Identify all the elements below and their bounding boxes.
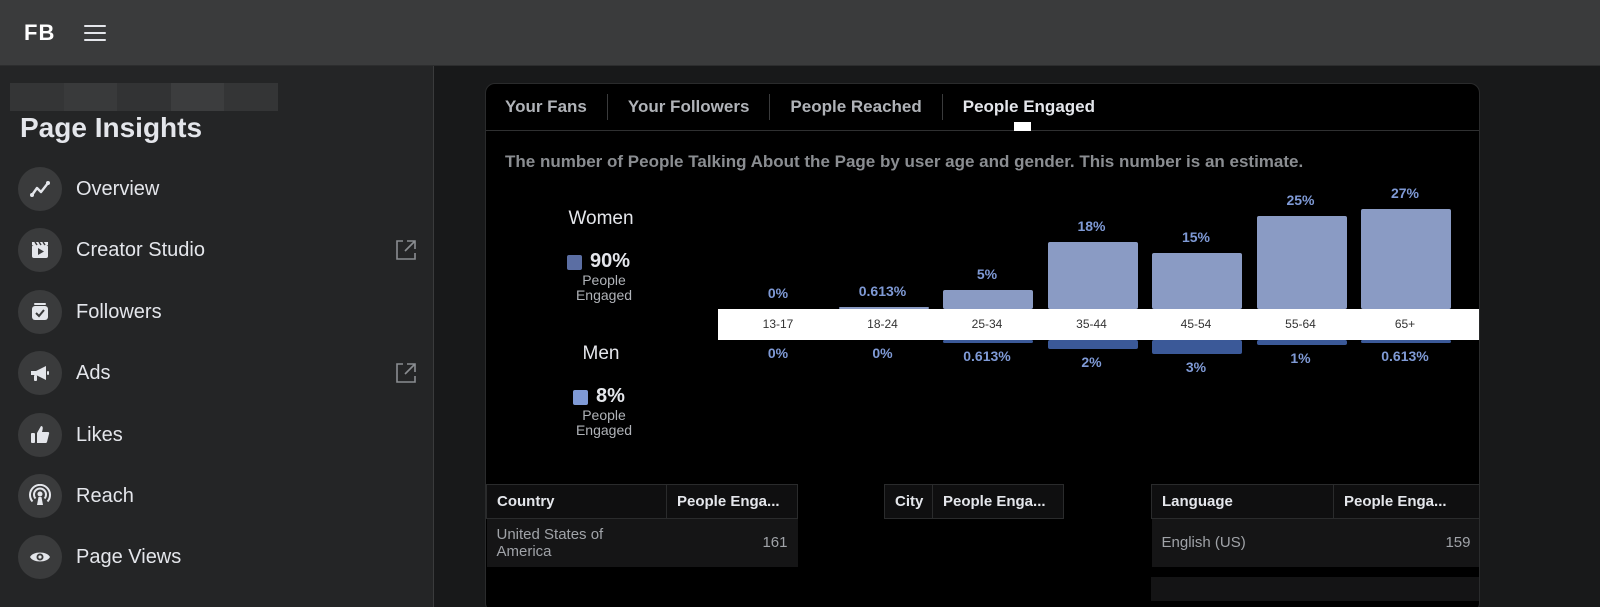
legend-women-title: Women <box>568 208 634 229</box>
age-tick-label: 35-44 <box>1076 317 1107 331</box>
external-link-icon[interactable] <box>394 361 418 385</box>
tab-people-reached[interactable]: People Reached <box>769 94 941 120</box>
legend-men-percent: 8% <box>596 385 625 407</box>
country-value: 161 <box>666 518 798 567</box>
language-name: English (US) <box>1151 518 1334 567</box>
sidebar-item-label: Reach <box>76 484 134 507</box>
age-tick-label: 55-64 <box>1285 317 1316 331</box>
sidebar-item-label: Likes <box>76 423 123 446</box>
active-tab-indicator <box>1014 122 1031 131</box>
sidebar-item-label: Overview <box>76 177 160 200</box>
men-bar[interactable] <box>1047 340 1138 349</box>
city-header[interactable]: City <box>884 484 933 519</box>
chart-description: The number of People Talking About the P… <box>505 152 1304 171</box>
women-bar[interactable] <box>1361 209 1451 309</box>
legend-men-swatch <box>573 390 588 405</box>
language-table: Language People Enga... English (US) 159 <box>1151 484 1479 567</box>
table-row: United States of America 161 <box>486 518 798 567</box>
age-tick-label: 13-17 <box>762 317 794 331</box>
age-tick-label: 45-54 <box>1180 317 1212 331</box>
sidebar-item-followers[interactable]: Followers <box>18 288 418 336</box>
legend-women-sub: People Engaged <box>575 272 633 303</box>
clapperboard-icon <box>18 228 62 272</box>
check-box-icon <box>18 290 62 334</box>
age-tick-label: 25-34 <box>971 317 1003 331</box>
women-data-label: 5% <box>976 266 998 283</box>
legend-men-title: Men <box>582 343 620 364</box>
legend-men-sub: People Engaged <box>575 407 633 438</box>
country-table: Country People Enga... United States of … <box>486 484 798 567</box>
tab-your-fans[interactable]: Your Fans <box>505 97 587 116</box>
men-data-label: 3% <box>1185 358 1207 375</box>
page-title: Page Insights <box>20 112 203 143</box>
women-bar[interactable] <box>1256 216 1347 309</box>
language-header[interactable]: Language <box>1151 484 1334 519</box>
men-data-label: 0.613% <box>1381 348 1429 364</box>
thumbs-up-icon <box>18 413 62 457</box>
men-bar[interactable] <box>1256 340 1347 345</box>
sidebar-item-label: Creator Studio <box>76 238 205 261</box>
women-bar[interactable] <box>1047 242 1138 309</box>
hamburger-icon[interactable] <box>84 22 108 44</box>
top-bar: FB <box>0 0 1600 66</box>
line-chart-icon <box>18 167 62 211</box>
sidebar-item-reach[interactable]: Reach <box>18 472 418 520</box>
sidebar-item-label: Followers <box>76 300 162 323</box>
table-row: English (US) 159 <box>1151 518 1479 567</box>
sidebar-item-creator-studio[interactable]: Creator Studio <box>18 226 418 274</box>
sidebar: Page Insights Overview Creator Studio Fo… <box>0 66 434 607</box>
age-axis-band: 13-17 18-24 25-34 35-44 45-54 55-64 65+ <box>718 309 1479 340</box>
country-name: United States of America <box>486 518 667 567</box>
tab-your-followers[interactable]: Your Followers <box>606 94 770 120</box>
women-data-label: 0.613% <box>858 282 907 299</box>
redacted-row <box>1151 577 1479 601</box>
country-engaged-header[interactable]: People Enga... <box>666 484 798 519</box>
age-tick-label: 65+ <box>1394 317 1416 331</box>
city-engaged-header[interactable]: People Enga... <box>932 484 1064 519</box>
age-gender-chart: 13-17 18-24 25-34 35-44 45-54 55-64 65+ 0% 0% 0.… <box>718 184 1479 384</box>
women-bar[interactable] <box>1152 253 1242 309</box>
men-data-label: 0.613% <box>963 348 1011 364</box>
language-engaged-header[interactable]: People Enga... <box>1333 484 1479 519</box>
insights-card: Your Fans Your Followers People Reached … <box>485 83 1480 607</box>
legend-women-percent: 90% <box>590 250 631 272</box>
men-data-label: 1% <box>1290 349 1311 366</box>
women-data-label: 25% <box>1286 192 1315 209</box>
sidebar-item-ads[interactable]: Ads <box>18 349 418 397</box>
legend-women-swatch <box>567 255 582 270</box>
main-content: Your Fans Your Followers People Reached … <box>435 66 1600 607</box>
redacted-breadcrumb <box>10 83 278 111</box>
men-bar[interactable] <box>943 340 1033 343</box>
broadcast-icon <box>18 474 62 518</box>
sidebar-item-label: Page Views <box>76 545 182 568</box>
sidebar-item-label: Ads <box>76 361 111 384</box>
sidebar-item-likes[interactable]: Likes <box>18 411 418 459</box>
sidebar-item-overview[interactable]: Overview <box>18 165 418 213</box>
age-tick-label: 18-24 <box>867 317 898 331</box>
language-value: 159 <box>1333 518 1479 567</box>
women-bar[interactable] <box>943 290 1033 309</box>
tab-people-engaged[interactable]: People Engaged <box>941 94 1115 120</box>
women-data-label: 15% <box>1181 229 1211 246</box>
sidebar-item-page-views[interactable]: Page Views <box>18 533 418 581</box>
women-bar[interactable] <box>838 306 929 309</box>
women-data-label: 27% <box>1390 185 1420 201</box>
logo[interactable]: FB <box>24 20 56 45</box>
women-data-label: 18% <box>1077 218 1106 235</box>
men-data-label: 0% <box>767 345 789 361</box>
eye-icon <box>18 535 62 579</box>
women-data-label: 0% <box>767 285 789 301</box>
external-link-icon[interactable] <box>394 238 418 262</box>
men-bar[interactable] <box>1152 340 1242 354</box>
men-data-label: 2% <box>1081 354 1102 370</box>
country-header[interactable]: Country <box>486 484 667 519</box>
men-data-label: 0% <box>872 345 893 361</box>
tab-bar: Your Fans Your Followers People Reached … <box>486 84 1479 131</box>
city-table: City People Enga... <box>884 484 1064 519</box>
megaphone-icon <box>18 351 62 395</box>
men-bar[interactable] <box>1361 340 1451 343</box>
